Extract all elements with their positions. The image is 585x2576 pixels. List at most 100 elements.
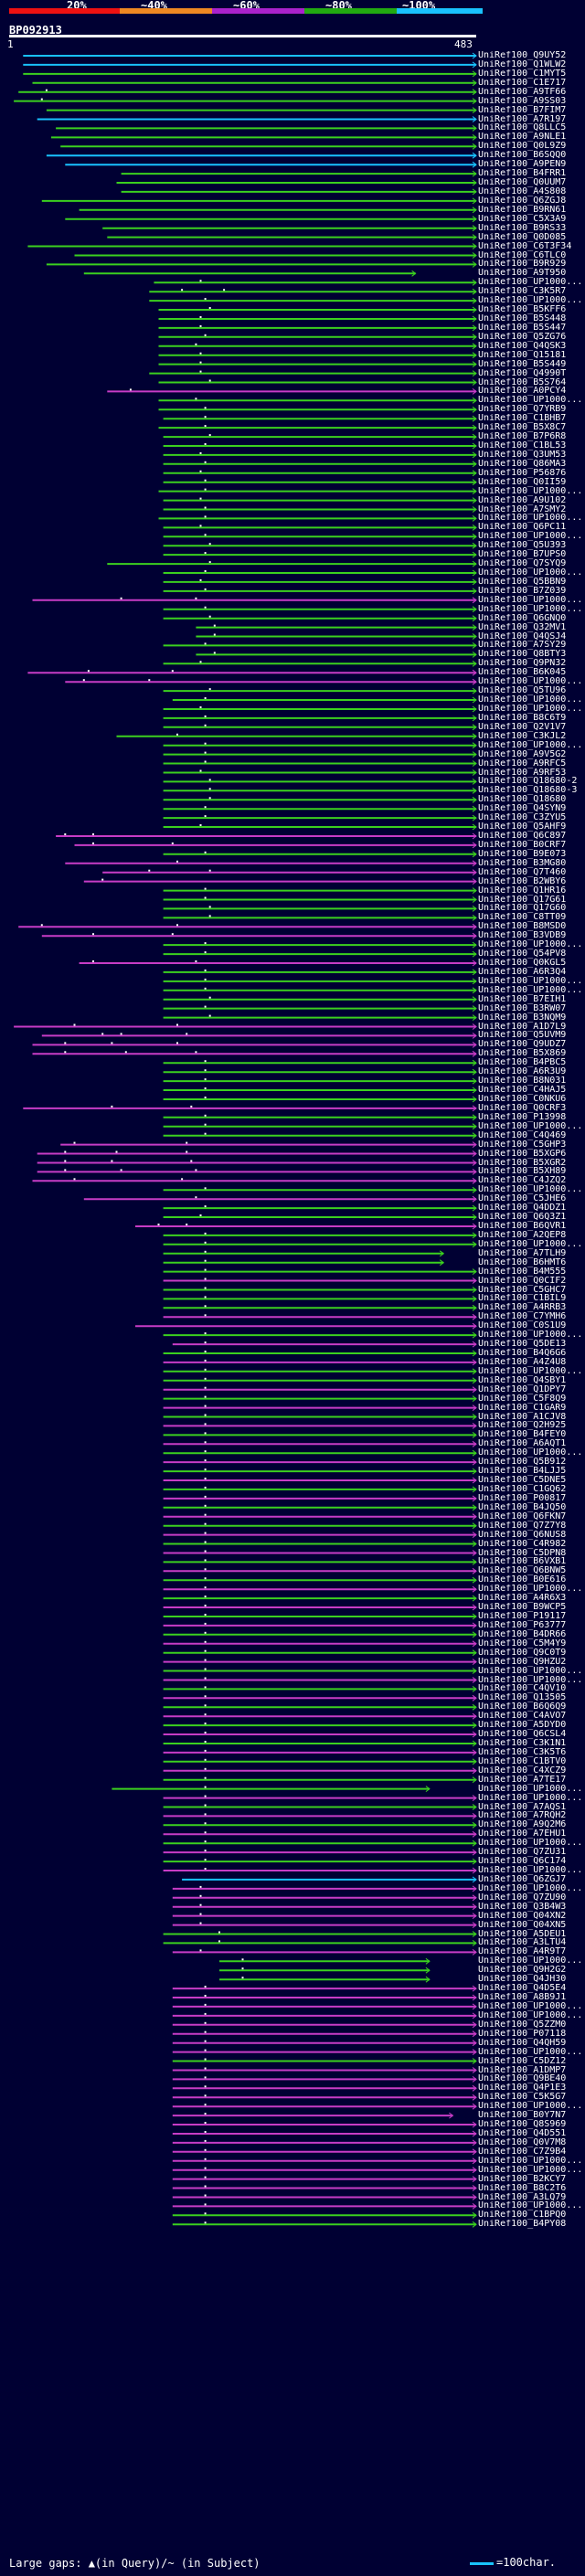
hit-label-31[interactable]: UniRef100_B5S447	[478, 323, 567, 333]
hit-label-54[interactable]: UniRef100_UP1000...	[478, 532, 583, 542]
hit-label-20[interactable]: UniRef100_B9RS33	[478, 223, 567, 233]
hit-label-199[interactable]: UniRef100_Q7ZU31	[478, 1848, 567, 1858]
hit-label-86[interactable]: UniRef100_Q5AHF9	[478, 822, 567, 832]
hit-label-10[interactable]: UniRef100_A9NLE1	[478, 133, 567, 143]
hit-label-11[interactable]: UniRef100_Q0L9Z9	[478, 142, 567, 152]
hit-label-110[interactable]: UniRef100_Q9UDZ7	[478, 1040, 567, 1050]
hit-label-153[interactable]: UniRef100_B4FEY0	[478, 1430, 567, 1440]
hit-label-176[interactable]: UniRef100_C5M4Y9	[478, 1638, 567, 1648]
hit-label-66[interactable]: UniRef100_A7SY29	[478, 641, 567, 651]
hit-label-145[interactable]: UniRef100_A4Z4U8	[478, 1357, 567, 1367]
hit-label-163[interactable]: UniRef100_Q7Z7Y8	[478, 1521, 567, 1531]
hit-label-195[interactable]: UniRef100_A7RQH2	[478, 1811, 567, 1821]
hit-label-140[interactable]: UniRef100_C7YMH6	[478, 1312, 567, 1322]
hit-label-92[interactable]: UniRef100_B2WBY6	[478, 876, 567, 886]
hit-label-122[interactable]: UniRef100_B5XGP6	[478, 1149, 567, 1159]
hit-label-138[interactable]: UniRef100_C1BIL9	[478, 1294, 567, 1304]
hit-label-32[interactable]: UniRef100_Q5ZG76	[478, 332, 567, 342]
hit-label-74[interactable]: UniRef100_B8C6T9	[478, 713, 567, 723]
hit-label-193[interactable]: UniRef100_UP1000...	[478, 1793, 583, 1803]
hit-label-115[interactable]: UniRef100_C4HAJ5	[478, 1086, 567, 1095]
hit-label-105[interactable]: UniRef100_B7EIH1	[478, 994, 567, 1004]
hit-label-235[interactable]: UniRef100_B2KCY7	[478, 2174, 567, 2184]
hit-label-51[interactable]: UniRef100_A7SMY2	[478, 504, 567, 514]
hit-label-188[interactable]: UniRef100_C3K5T6	[478, 1747, 567, 1757]
hit-label-67[interactable]: UniRef100_Q8BTY3	[478, 650, 567, 660]
hit-label-208[interactable]: UniRef100_A5DEU1	[478, 1929, 567, 1939]
hit-label-155[interactable]: UniRef100_UP1000...	[478, 1448, 583, 1458]
hit-label-22[interactable]: UniRef100_C6T3F34	[478, 241, 572, 251]
hit-label-63[interactable]: UniRef100_Q6GNQ0	[478, 613, 567, 623]
hit-label-150[interactable]: UniRef100_C1GAR9	[478, 1403, 567, 1413]
hit-label-103[interactable]: UniRef100_UP1000...	[478, 976, 583, 986]
hit-label-186[interactable]: UniRef100_Q6CSL4	[478, 1730, 567, 1739]
hit-label-112[interactable]: UniRef100_B4PBC5	[478, 1058, 567, 1068]
hit-label-226[interactable]: UniRef100_C5K5G7	[478, 2093, 567, 2103]
hit-label-218[interactable]: UniRef100_Q5ZZM0	[478, 2019, 567, 2030]
hit-label-210[interactable]: UniRef100_A4R9T7	[478, 1947, 567, 1957]
hit-label-154[interactable]: UniRef100_A6AQT1	[478, 1439, 567, 1449]
hit-label-159[interactable]: UniRef100_C1GQ62	[478, 1484, 567, 1494]
hit-label-166[interactable]: UniRef100_C5DPN8	[478, 1548, 567, 1558]
hit-label-120[interactable]: UniRef100_C4Q469	[478, 1130, 567, 1140]
hit-label-168[interactable]: UniRef100_Q6BNW5	[478, 1566, 567, 1576]
hit-label-161[interactable]: UniRef100_B4JQ50	[478, 1502, 567, 1512]
hit-label-119[interactable]: UniRef100_UP1000...	[478, 1121, 583, 1131]
hit-label-129[interactable]: UniRef100_Q6Q3Z1	[478, 1213, 567, 1222]
hit-label-48[interactable]: UniRef100_Q0II59	[478, 477, 567, 487]
hit-label-85[interactable]: UniRef100_C3ZYU5	[478, 813, 567, 823]
hit-label-42[interactable]: UniRef100_B5X8C7	[478, 423, 567, 433]
hit-label-240[interactable]: UniRef100_B4PY08	[478, 2220, 567, 2230]
hit-label-36[interactable]: UniRef100_Q4990T	[478, 368, 567, 378]
hit-label-204[interactable]: UniRef100_Q7ZU90	[478, 1892, 567, 1903]
hit-label-221[interactable]: UniRef100_UP1000...	[478, 2047, 583, 2057]
hit-label-52[interactable]: UniRef100_UP1000...	[478, 514, 583, 524]
hit-label-136[interactable]: UniRef100_Q0CIF2	[478, 1276, 567, 1286]
hit-label-96[interactable]: UniRef100_C8TT09	[478, 913, 567, 923]
hit-label-23[interactable]: UniRef100_C6TLC0	[478, 250, 567, 260]
hit-label-200[interactable]: UniRef100_Q6C174	[478, 1857, 567, 1867]
hit-label-13[interactable]: UniRef100_A9PEN9	[478, 160, 567, 170]
hit-label-73[interactable]: UniRef100_UP1000...	[478, 705, 583, 714]
hit-label-178[interactable]: UniRef100_Q9HZU2	[478, 1657, 567, 1667]
hit-label-144[interactable]: UniRef100_B4Q6G6	[478, 1349, 567, 1358]
hit-label-172[interactable]: UniRef100_B9WCP5	[478, 1603, 567, 1612]
hit-label-17[interactable]: UniRef100_Q6ZGJ8	[478, 196, 567, 206]
hit-label-158[interactable]: UniRef100_C5DNE5	[478, 1476, 567, 1485]
hit-label-33[interactable]: UniRef100_Q4QSK3	[478, 341, 567, 351]
hit-label-130[interactable]: UniRef100_B6QVR1	[478, 1222, 567, 1231]
hit-label-4[interactable]: UniRef100_C1E717	[478, 78, 567, 88]
hit-label-90[interactable]: UniRef100_B3MG80	[478, 858, 567, 868]
hit-label-177[interactable]: UniRef100_Q9C0T9	[478, 1648, 567, 1658]
hit-label-95[interactable]: UniRef100_Q17G60	[478, 904, 567, 914]
hit-label-179[interactable]: UniRef100_UP1000...	[478, 1666, 583, 1676]
hit-label-43[interactable]: UniRef100_B7P6R8	[478, 432, 567, 442]
hit-label-137[interactable]: UniRef100_C5GHC7	[478, 1285, 567, 1295]
hit-label-69[interactable]: UniRef100_B6K045	[478, 668, 567, 678]
hit-label-116[interactable]: UniRef100_C0NKU6	[478, 1095, 567, 1104]
hit-label-53[interactable]: UniRef100_Q6PC11	[478, 523, 567, 533]
hit-label-113[interactable]: UniRef100_A6R3U9	[478, 1067, 567, 1077]
hit-label-236[interactable]: UniRef100_B8C2T6	[478, 2183, 567, 2193]
hit-label-205[interactable]: UniRef100_Q3B4W3	[478, 1902, 567, 1912]
hit-label-228[interactable]: UniRef100_B0Y7N7	[478, 2111, 567, 2121]
hit-label-56[interactable]: UniRef100_B7UPS0	[478, 550, 567, 560]
hit-label-35[interactable]: UniRef100_B5S449	[478, 359, 567, 369]
hit-label-217[interactable]: UniRef100_UP1000...	[478, 2010, 583, 2020]
hit-label-44[interactable]: UniRef100_C1BL53	[478, 441, 567, 451]
hit-label-55[interactable]: UniRef100_Q5U393	[478, 541, 567, 551]
hit-label-224[interactable]: UniRef100_Q9BE40	[478, 2074, 567, 2084]
hit-label-100[interactable]: UniRef100_Q54PV8	[478, 949, 567, 959]
hit-label-126[interactable]: UniRef100_UP1000...	[478, 1185, 583, 1195]
hit-label-197[interactable]: UniRef100_A7EHU1	[478, 1829, 567, 1839]
hit-label-57[interactable]: UniRef100_Q7SYQ9	[478, 559, 567, 569]
hit-label-239[interactable]: UniRef100_C1BPQ0	[478, 2210, 567, 2221]
hit-label-223[interactable]: UniRef100_A1DMP7	[478, 2065, 567, 2075]
hit-label-169[interactable]: UniRef100_B0E616	[478, 1575, 567, 1585]
hit-label-72[interactable]: UniRef100_UP1000...	[478, 695, 583, 705]
hit-label-89[interactable]: UniRef100_B9E073	[478, 849, 567, 859]
hit-label-156[interactable]: UniRef100_Q5B912	[478, 1458, 567, 1468]
hit-label-68[interactable]: UniRef100_Q9PN32	[478, 659, 567, 669]
hit-label-88[interactable]: UniRef100_B0CRF7	[478, 840, 567, 850]
hit-label-146[interactable]: UniRef100_UP1000...	[478, 1366, 583, 1376]
